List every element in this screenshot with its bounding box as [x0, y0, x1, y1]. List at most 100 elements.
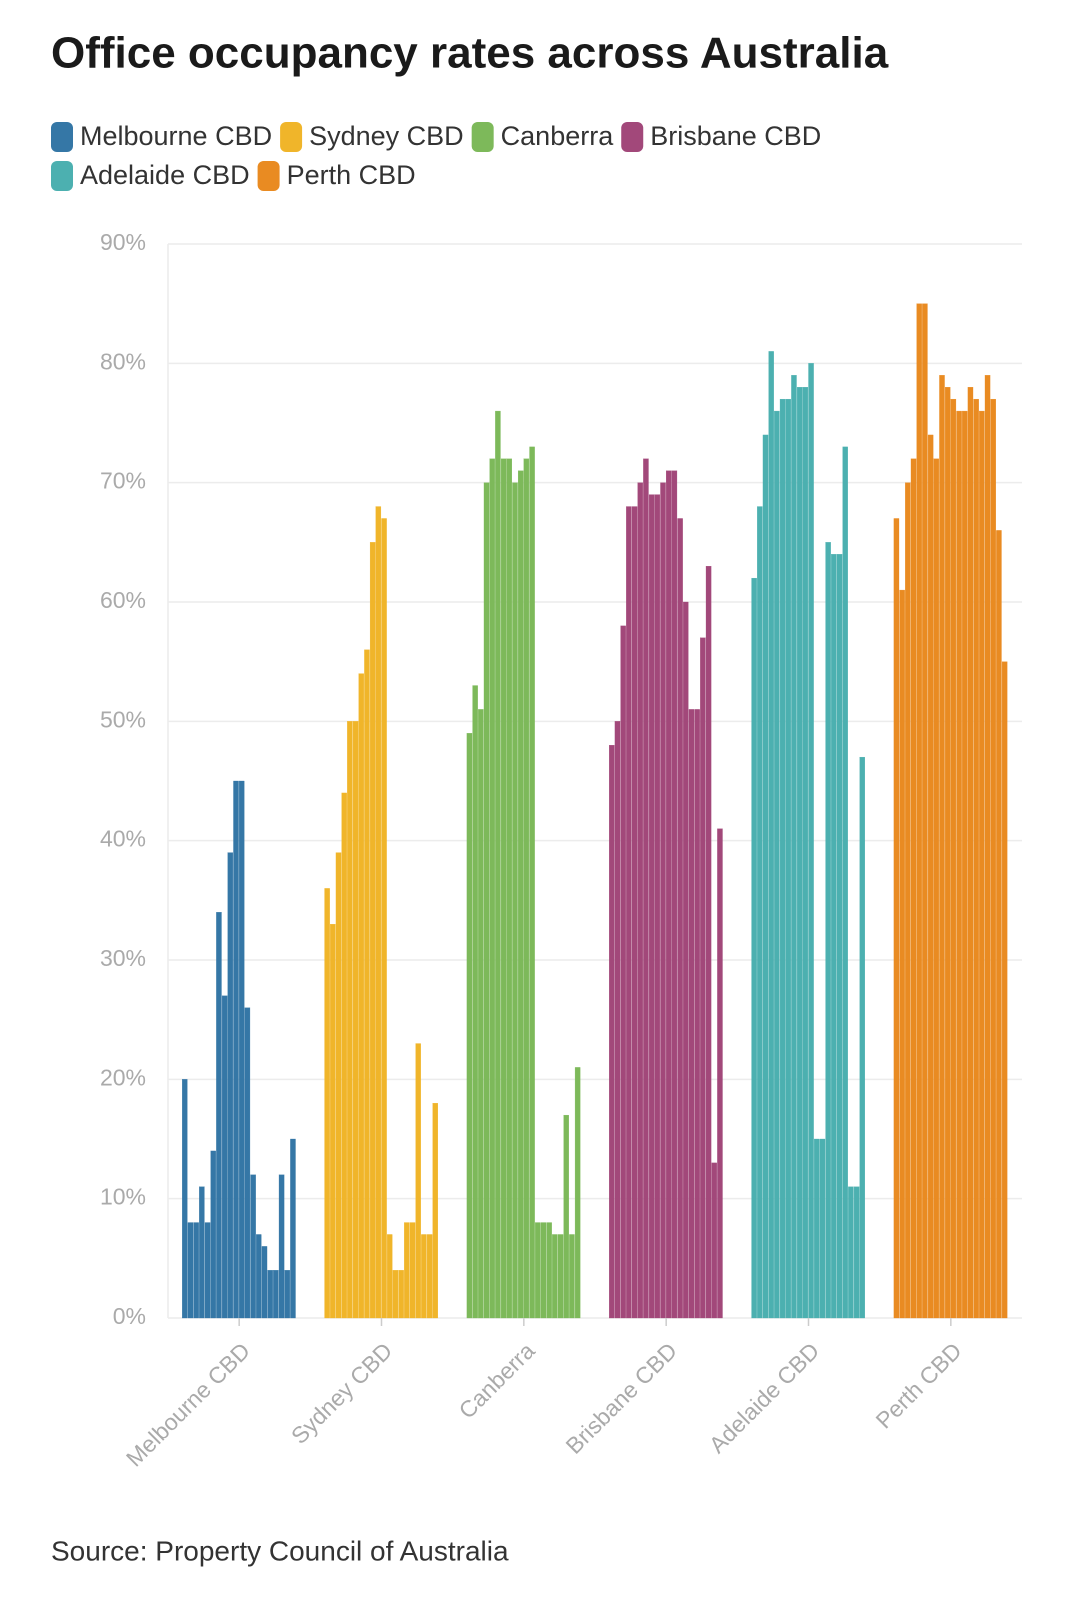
bar: [569, 1234, 575, 1319]
bar: [239, 780, 245, 1319]
bar: [927, 434, 934, 1319]
bar: [500, 458, 507, 1319]
bar: [574, 1067, 581, 1319]
bar: [352, 721, 359, 1319]
bar: [762, 434, 769, 1319]
bar: [933, 458, 939, 1319]
bar: [990, 398, 996, 1319]
bar: [432, 1103, 438, 1319]
bar: [666, 470, 672, 1319]
bar: [199, 1186, 205, 1319]
bar: [614, 721, 621, 1319]
bar: [944, 387, 951, 1319]
bar: [529, 446, 535, 1319]
bar: [193, 1222, 199, 1319]
legend-label: Adelaide CBD: [80, 160, 250, 190]
bar: [233, 780, 239, 1319]
bar: [478, 709, 484, 1319]
bar: [796, 387, 803, 1319]
bar: [187, 1222, 194, 1319]
bar: [660, 482, 666, 1319]
bar: [552, 1234, 558, 1319]
bar: [210, 1150, 216, 1319]
bar: [375, 506, 382, 1319]
bar: [688, 709, 695, 1319]
bar: [774, 410, 780, 1319]
bar: [250, 1174, 256, 1319]
legend-label: Perth CBD: [287, 160, 416, 190]
legend-label: Sydney CBD: [309, 121, 464, 151]
bar: [415, 1043, 421, 1319]
y-tick-label: 20%: [100, 1064, 146, 1090]
bar: [962, 410, 968, 1319]
bar: [757, 506, 763, 1319]
bar: [364, 649, 370, 1319]
y-tick-label: 0%: [113, 1303, 146, 1329]
bar: [284, 1270, 290, 1319]
bar: [626, 506, 632, 1319]
bar: [671, 470, 678, 1319]
bar: [273, 1270, 279, 1319]
bar: [905, 482, 911, 1319]
bar: [859, 756, 865, 1319]
legend-swatch: [51, 122, 73, 152]
bar: [563, 1114, 569, 1319]
bar: [227, 852, 234, 1319]
bar: [711, 1162, 717, 1319]
bar: [398, 1270, 404, 1319]
bar: [893, 518, 900, 1319]
bar: [984, 375, 991, 1319]
chart-title: Office occupancy rates across Australia: [51, 29, 889, 78]
bar: [637, 482, 643, 1319]
bar: [677, 518, 683, 1319]
bar: [421, 1234, 427, 1319]
bar: [950, 398, 957, 1319]
legend-label: Brisbane CBD: [650, 121, 821, 151]
bar: [369, 542, 376, 1319]
bar: [381, 518, 387, 1319]
y-tick-label: 50%: [100, 706, 146, 732]
bar: [956, 410, 962, 1319]
bar: [785, 398, 791, 1319]
legend-swatch: [257, 161, 280, 191]
bar: [853, 1186, 860, 1319]
bar: [979, 410, 985, 1319]
bar: [842, 446, 848, 1319]
bar: [523, 458, 530, 1319]
bar: [779, 398, 786, 1319]
x-tick-label: Sydney CBD: [286, 1337, 397, 1448]
bar: [973, 398, 979, 1319]
bar: [899, 589, 905, 1319]
bar: [409, 1222, 416, 1319]
bar: [546, 1222, 552, 1319]
x-tick-label: Canberra: [453, 1337, 539, 1423]
legend-swatch: [621, 122, 644, 152]
bar: [387, 1234, 393, 1319]
y-tick-label: 10%: [100, 1184, 146, 1210]
bar: [221, 995, 228, 1319]
bar: [204, 1222, 211, 1319]
x-tick-label: Adelaide CBD: [704, 1337, 825, 1458]
bar: [495, 410, 501, 1319]
bar: [916, 303, 922, 1319]
bar: [404, 1222, 410, 1319]
bar: [683, 601, 689, 1319]
y-tick-label: 80%: [100, 348, 146, 374]
legend-label: Canberra: [501, 121, 615, 151]
bar: [648, 494, 655, 1319]
bar: [700, 637, 706, 1319]
bar: [705, 566, 712, 1319]
bar: [335, 852, 342, 1319]
bar: [535, 1222, 541, 1319]
x-tick-label: Melbourne CBD: [121, 1337, 255, 1471]
legend-swatch: [51, 161, 73, 191]
y-tick-label: 40%: [100, 826, 146, 852]
y-tick-label: 90%: [100, 229, 146, 255]
y-tick-label: 70%: [100, 468, 146, 494]
bar: [751, 577, 757, 1319]
bar: [848, 1186, 854, 1319]
bar: [967, 387, 974, 1319]
bar: [922, 303, 928, 1319]
bar: [791, 375, 797, 1319]
